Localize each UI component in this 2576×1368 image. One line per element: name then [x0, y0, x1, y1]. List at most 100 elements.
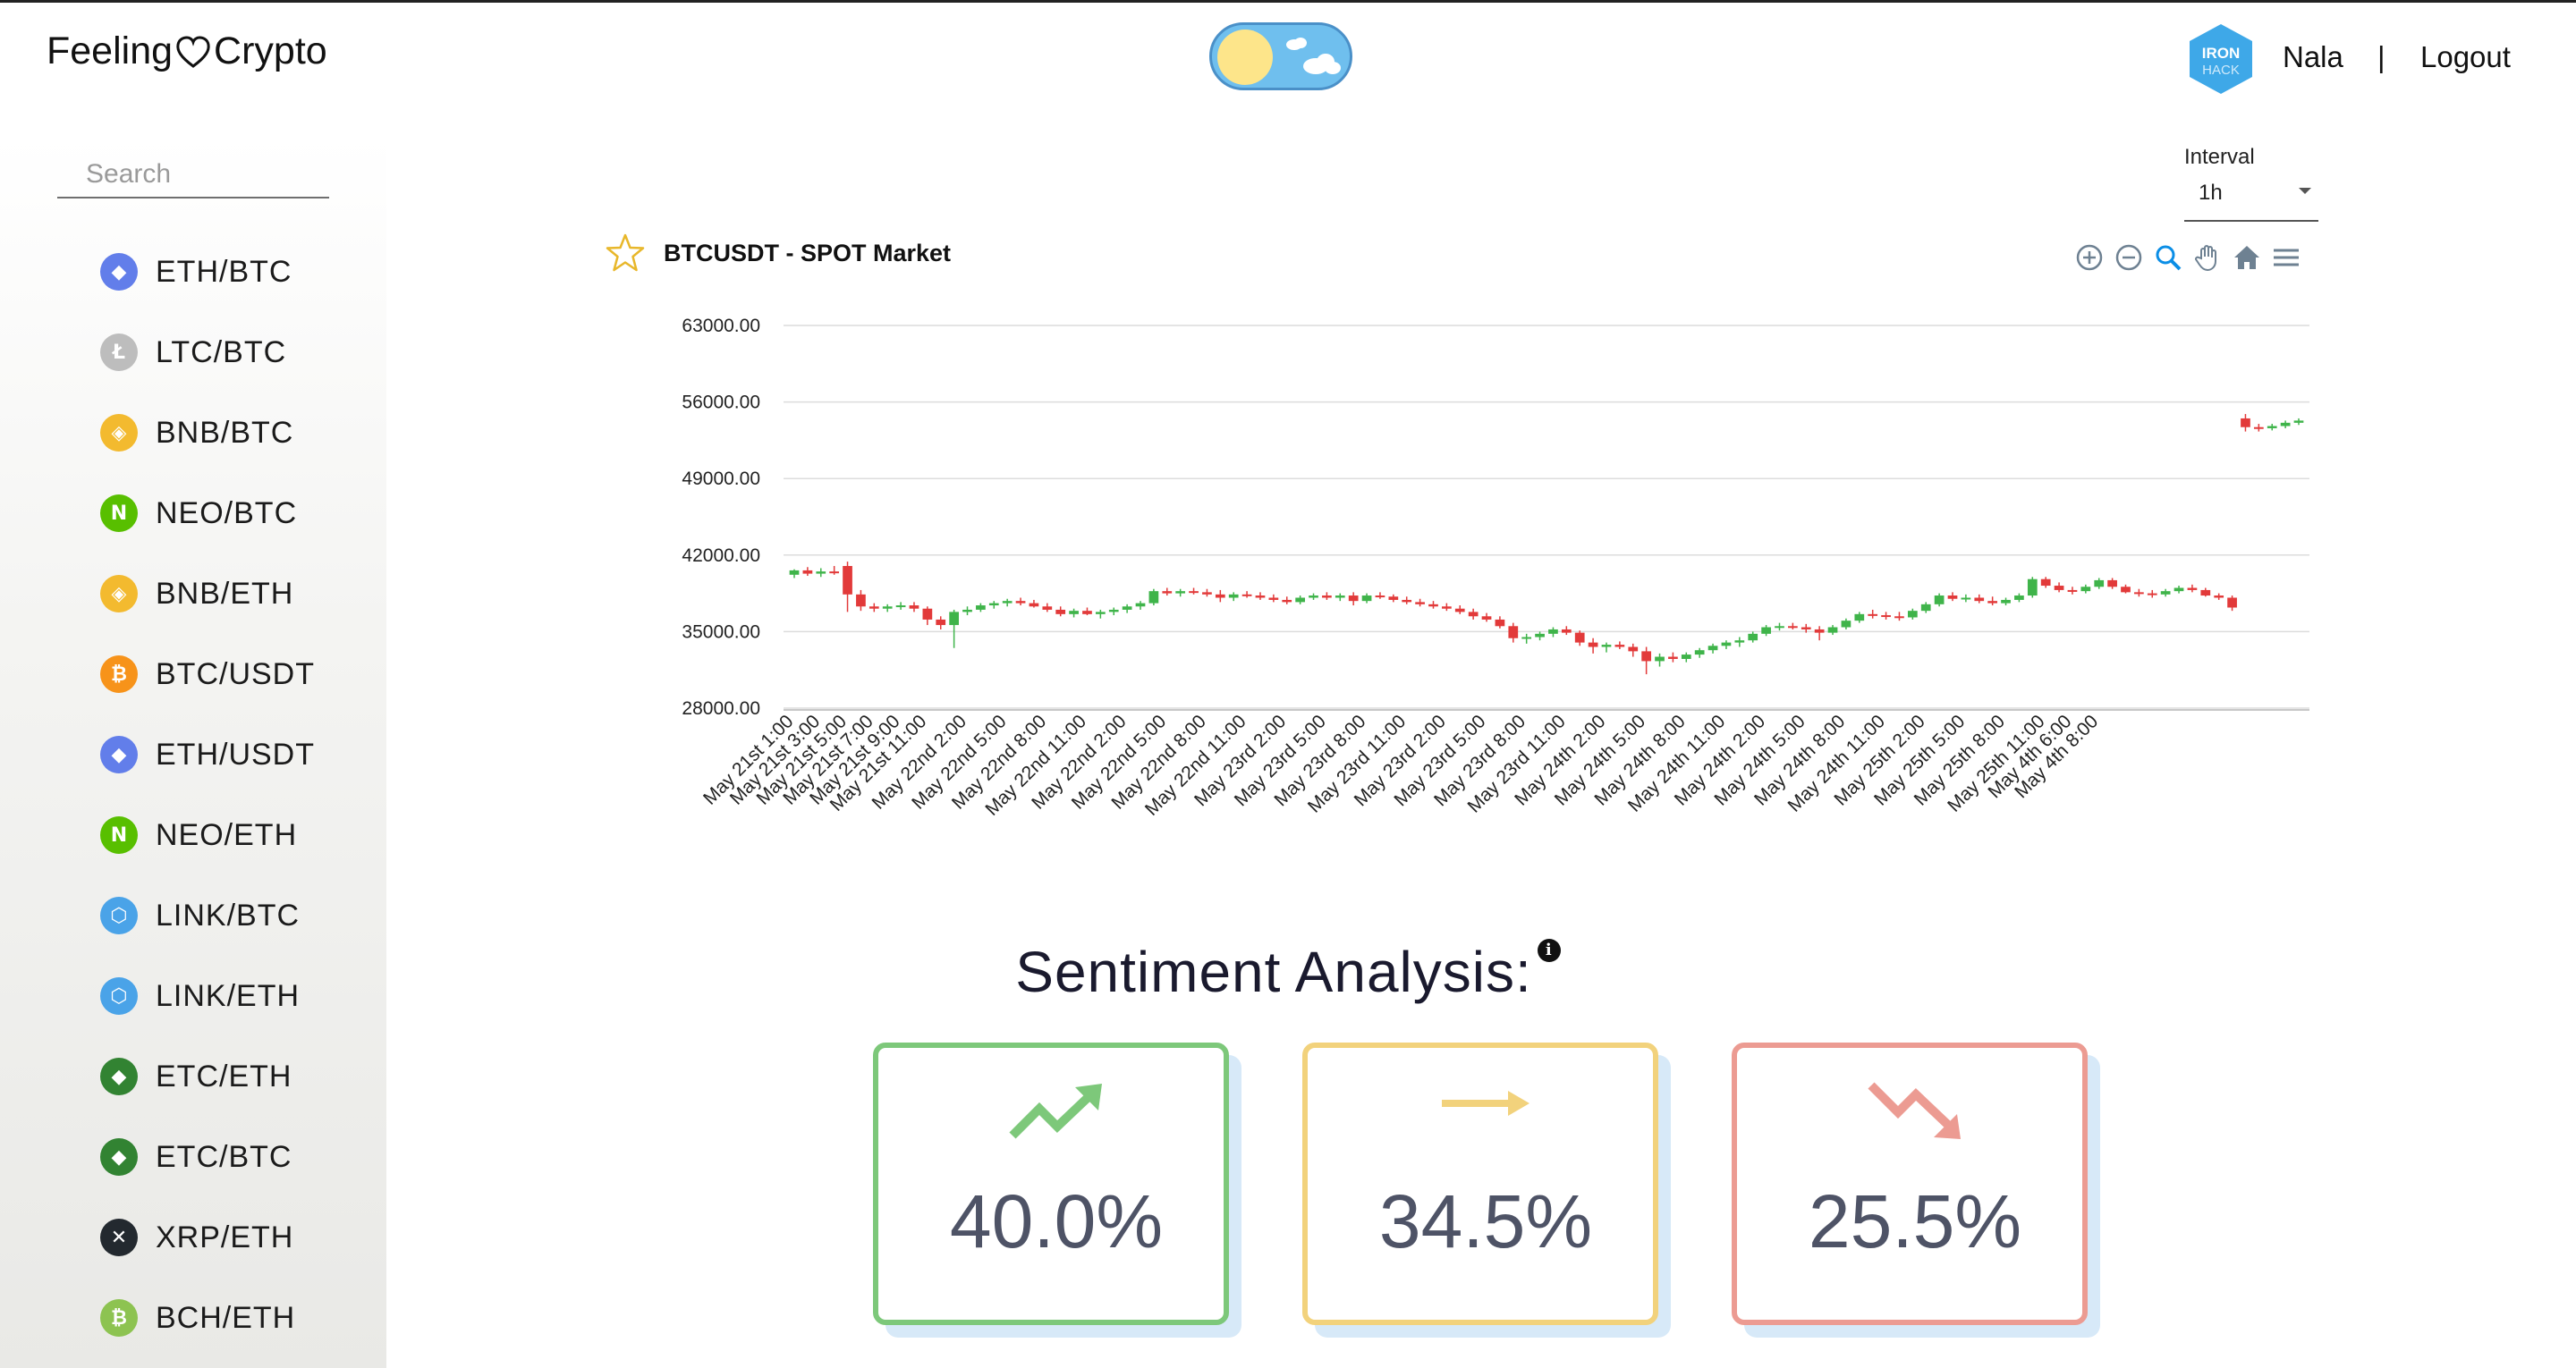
candle[interactable] [1282, 596, 1292, 604]
candle[interactable] [1601, 642, 1612, 653]
candle[interactable] [789, 569, 800, 578]
candle[interactable] [1189, 587, 1199, 595]
candle[interactable] [2187, 584, 2198, 593]
sidebar-item-ltc-btc[interactable]: Ł LTC/BTC [100, 325, 286, 379]
candle[interactable] [1255, 592, 1266, 600]
candle[interactable] [2253, 424, 2264, 432]
candle[interactable] [1761, 625, 1771, 637]
candle[interactable] [1495, 616, 1505, 629]
candle[interactable] [1481, 612, 1492, 622]
candle[interactable] [1402, 596, 1412, 604]
candle[interactable] [1707, 643, 1718, 654]
candle[interactable] [802, 567, 813, 577]
candle[interactable] [1655, 653, 1665, 667]
candle[interactable] [1322, 592, 1332, 600]
zoom-in-icon[interactable] [2073, 241, 2106, 274]
candle[interactable] [1535, 631, 1545, 641]
sidebar-item-btc-usdt[interactable]: ₿ BTC/USDT [100, 647, 315, 701]
candle[interactable] [2094, 578, 2105, 589]
candle[interactable] [2147, 589, 2157, 598]
candle[interactable] [1694, 647, 1705, 658]
candle[interactable] [936, 616, 946, 629]
candle[interactable] [1934, 593, 1945, 607]
candle[interactable] [1920, 602, 1931, 613]
sidebar-item-bnb-eth[interactable]: ◈ BNB/ETH [100, 567, 293, 621]
candle[interactable] [1428, 601, 1438, 609]
info-icon[interactable]: i [1537, 939, 1561, 962]
candle[interactable] [1268, 594, 1279, 603]
candle[interactable] [2280, 420, 2291, 428]
candle[interactable] [1574, 630, 1585, 646]
candle[interactable] [895, 602, 906, 610]
candle[interactable] [1082, 607, 1092, 616]
candle[interactable] [856, 589, 866, 612]
zoom-out-icon[interactable] [2113, 241, 2145, 274]
candle[interactable] [1108, 607, 1119, 616]
sidebar-item-xrp-eth[interactable]: ✕ XRP/ETH [100, 1211, 293, 1264]
candle[interactable] [1454, 605, 1465, 614]
search-input[interactable] [57, 152, 329, 198]
candle[interactable] [843, 562, 852, 612]
candle[interactable] [2241, 414, 2250, 432]
candle[interactable] [2121, 584, 2131, 594]
candle[interactable] [1309, 593, 1318, 600]
candle[interactable] [1228, 592, 1239, 602]
candle[interactable] [1548, 627, 1558, 638]
candle[interactable] [882, 604, 893, 612]
candle[interactable] [1348, 592, 1359, 606]
candle[interactable] [2014, 593, 2024, 603]
candle[interactable] [1974, 594, 1985, 604]
candle[interactable] [1668, 652, 1678, 663]
candle[interactable] [2067, 587, 2078, 595]
candle[interactable] [1415, 598, 1425, 607]
candle[interactable] [1907, 608, 1918, 620]
candle[interactable] [1814, 626, 1825, 641]
candle[interactable] [2080, 584, 2091, 594]
candle[interactable] [1148, 588, 1159, 606]
candlestick-chart[interactable]: 63000.00 56000.00 49000.00 42000.00 35000.00… [644, 295, 2326, 867]
candle[interactable] [2107, 578, 2117, 589]
candle[interactable] [1827, 625, 1838, 636]
candle[interactable] [1202, 588, 1212, 597]
sidebar-item-etc-eth[interactable]: ◆ ETC/ETH [100, 1050, 292, 1103]
candle[interactable] [1775, 622, 1784, 631]
candle[interactable] [1748, 631, 1758, 643]
candle[interactable] [1055, 606, 1066, 617]
candle[interactable] [1122, 604, 1132, 613]
selection-zoom-icon[interactable] [2152, 241, 2184, 274]
candle[interactable] [829, 566, 840, 575]
brand-logo[interactable]: Feeling Crypto [47, 30, 327, 73]
sidebar-item-eth-usdt[interactable]: ◆ ETH/USDT [100, 728, 315, 781]
candle[interactable] [922, 606, 933, 626]
candle[interactable] [1015, 597, 1026, 606]
candle[interactable] [1841, 618, 1852, 629]
sidebar-item-link-eth[interactable]: ⬡ LINK/ETH [100, 969, 300, 1023]
candle[interactable] [2293, 418, 2304, 426]
candle[interactable] [2054, 582, 2064, 593]
candle[interactable] [1042, 603, 1053, 612]
candle[interactable] [962, 606, 972, 616]
candle[interactable] [949, 609, 959, 648]
sidebar-item-etc-btc[interactable]: ◆ ETC/BTC [100, 1130, 292, 1184]
candle[interactable] [2040, 577, 2051, 588]
candle[interactable] [1734, 637, 1745, 647]
candle[interactable] [1162, 587, 1173, 596]
candle[interactable] [1628, 643, 1639, 657]
candle[interactable] [1588, 638, 1598, 654]
candle[interactable] [1175, 588, 1186, 597]
candle[interactable] [1894, 612, 1904, 621]
theme-toggle[interactable] [1209, 22, 1352, 90]
candle[interactable] [976, 603, 986, 612]
candle[interactable] [909, 602, 919, 612]
sidebar-item-neo-btc[interactable]: N NEO/BTC [100, 486, 297, 540]
candle[interactable] [2214, 593, 2224, 600]
candle[interactable] [1721, 640, 1732, 649]
candle[interactable] [1868, 609, 1878, 619]
sidebar-item-bch-eth[interactable]: ₿ BCH/ETH [100, 1291, 295, 1345]
menu-icon[interactable] [2270, 241, 2302, 274]
candle[interactable] [2001, 597, 2011, 606]
candle[interactable] [1375, 592, 1385, 599]
candle[interactable] [1135, 601, 1146, 610]
candle[interactable] [1215, 589, 1225, 603]
candle[interactable] [1295, 595, 1305, 604]
